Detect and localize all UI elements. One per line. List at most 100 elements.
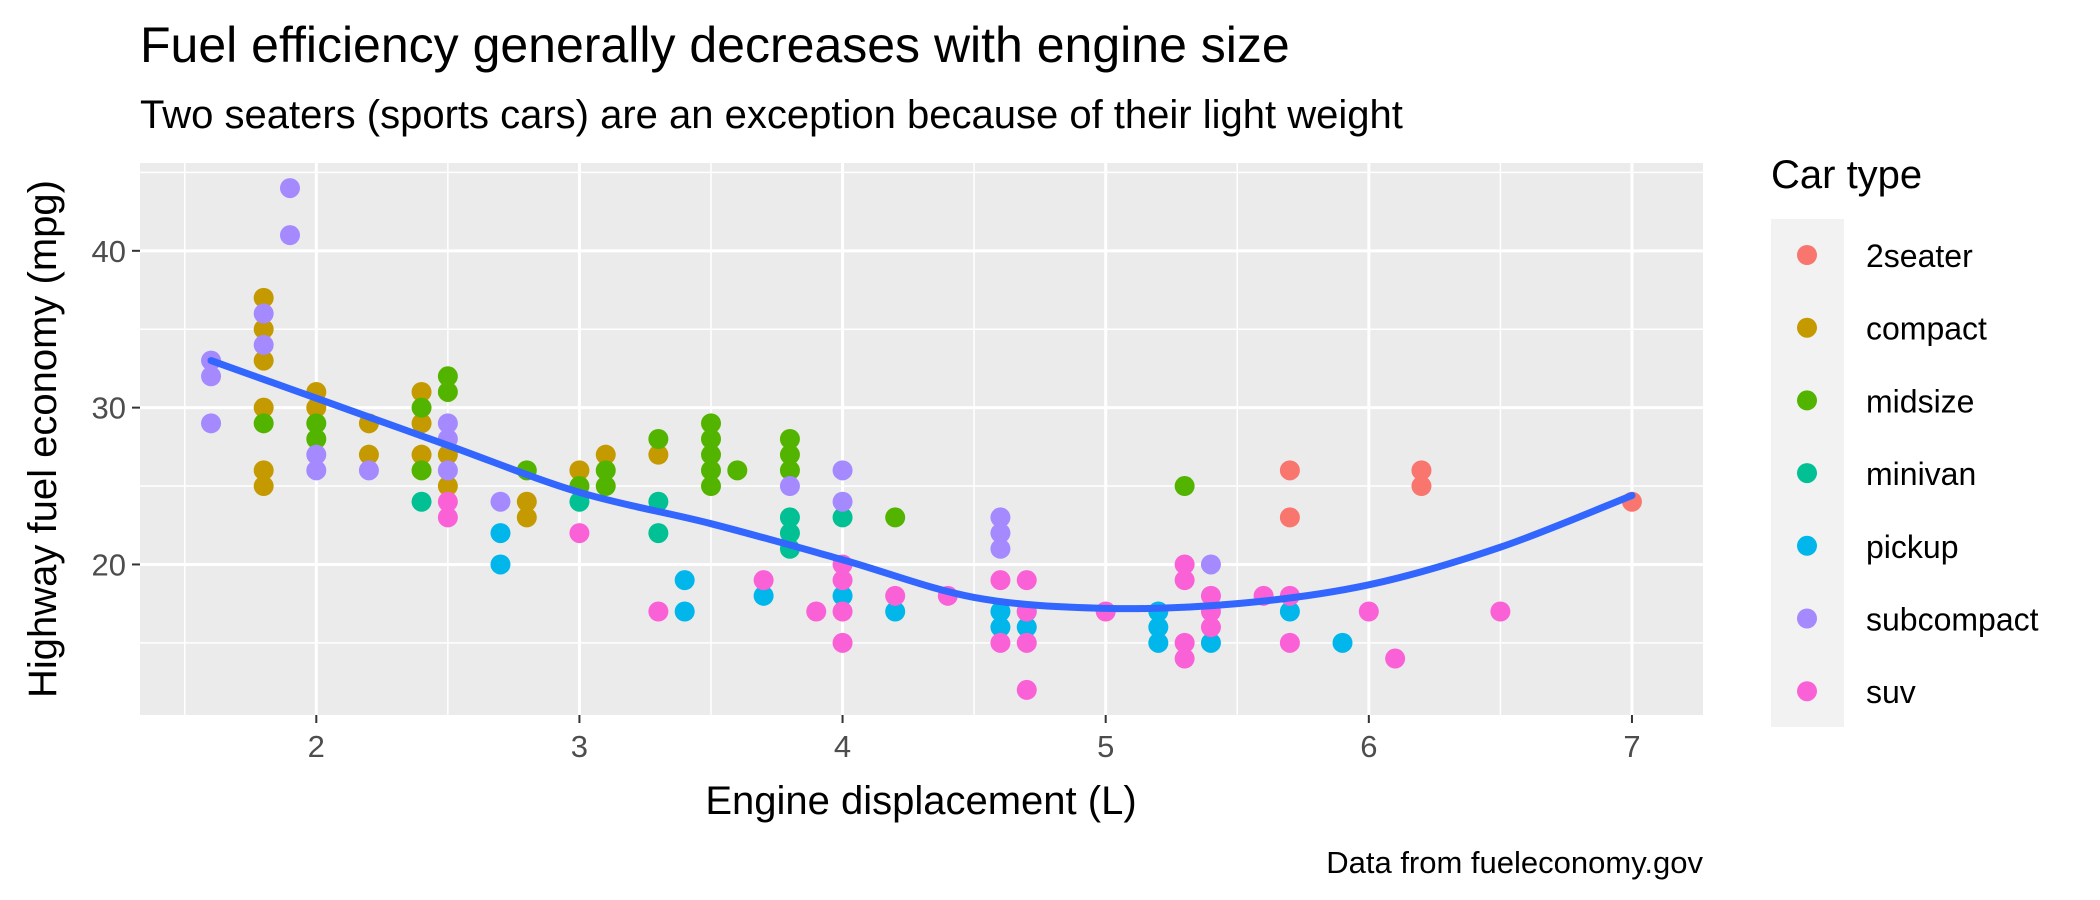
point-suv	[832, 632, 853, 653]
point-compact	[411, 444, 432, 465]
point-pickup	[1332, 632, 1353, 653]
point-suv	[1200, 585, 1221, 606]
point-pickup	[832, 585, 853, 606]
x-tick-label: 7	[1623, 729, 1640, 764]
point-subcompact	[253, 334, 274, 355]
point-suv	[1016, 632, 1037, 653]
point-subcompact	[358, 460, 379, 481]
point-subcompact	[990, 538, 1011, 559]
point-suv	[1358, 601, 1379, 622]
x-tick-label: 5	[1097, 729, 1114, 764]
point-subcompact	[490, 491, 511, 512]
point-midsize	[779, 444, 800, 465]
point-compact	[648, 444, 669, 465]
point-compact	[411, 381, 432, 402]
legend-label: suv	[1866, 674, 1916, 710]
point-suv	[832, 570, 853, 591]
point-pickup	[990, 617, 1011, 638]
point-suv	[753, 570, 774, 591]
point-subcompact	[201, 413, 222, 434]
point-suv	[1174, 648, 1195, 669]
point-compact	[253, 319, 274, 340]
point-pickup	[990, 601, 1011, 622]
legend-label: minivan	[1866, 456, 1976, 492]
y-axis-title: Highway fuel economy (mpg)	[21, 180, 65, 698]
point-midsize	[648, 429, 669, 449]
legend-title: Car type	[1771, 153, 1922, 197]
point-suv	[990, 632, 1011, 653]
gridlines	[140, 163, 1703, 715]
point-pickup	[674, 570, 695, 591]
chart-title: Fuel efficiency generally decreases with…	[140, 17, 1290, 73]
chart-subtitle: Two seaters (sports cars) are an excepti…	[140, 93, 1403, 137]
point-compact	[516, 507, 537, 528]
point-pickup	[1148, 632, 1169, 653]
point-midsize	[437, 366, 458, 387]
legend-key-subcompact	[1797, 608, 1817, 629]
point-2seater	[1279, 507, 1300, 528]
point-2seater	[1411, 476, 1432, 497]
point-minivan	[648, 523, 669, 544]
point-pickup	[490, 554, 511, 575]
point-subcompact	[437, 413, 458, 434]
point-suv	[1174, 554, 1195, 575]
point-midsize	[885, 507, 906, 528]
point-suv	[990, 570, 1011, 591]
point-compact	[253, 287, 274, 308]
point-suv	[1016, 570, 1037, 591]
point-minivan	[411, 491, 432, 512]
legend-key-compact	[1797, 317, 1817, 338]
point-subcompact	[990, 523, 1011, 544]
point-suv	[1174, 632, 1195, 653]
point-suv	[806, 601, 827, 622]
point-compact	[516, 491, 537, 512]
point-minivan	[832, 507, 853, 528]
point-subcompact	[279, 225, 300, 246]
point-subcompact	[990, 507, 1011, 528]
point-midsize	[779, 429, 800, 449]
point-suv	[885, 585, 906, 606]
point-pickup	[674, 601, 695, 622]
chart-caption: Data from fueleconomy.gov	[1326, 845, 1703, 880]
point-midsize	[1174, 476, 1195, 497]
point-subcompact	[306, 460, 327, 481]
y-tick-label: 40	[92, 234, 126, 269]
point-pickup	[753, 585, 774, 606]
point-subcompact	[306, 444, 327, 465]
point-compact	[437, 476, 458, 497]
point-compact	[358, 444, 379, 465]
point-suv	[437, 507, 458, 528]
x-tick-label: 6	[1360, 729, 1377, 764]
point-midsize	[700, 460, 721, 481]
point-midsize	[253, 413, 274, 434]
point-pickup	[1016, 617, 1037, 638]
legend-key-pickup	[1797, 535, 1817, 556]
point-minivan	[779, 507, 800, 528]
point-pickup	[885, 601, 906, 622]
point-suv	[1490, 601, 1511, 622]
legend: 2seater compact midsize minivan pickup subcom…	[1797, 238, 2039, 710]
legend-label: midsize	[1866, 383, 1974, 419]
point-pickup	[1279, 601, 1300, 622]
point-subcompact	[832, 460, 853, 481]
legend-label: subcompact	[1866, 602, 2039, 638]
point-suv	[832, 601, 853, 622]
point-suv	[1385, 648, 1406, 669]
point-midsize	[306, 413, 327, 434]
legend-key-minivan	[1797, 463, 1817, 484]
point-midsize	[700, 413, 721, 434]
legend-label: 2seater	[1866, 238, 1973, 274]
point-minivan	[648, 491, 669, 512]
legend-key-suv	[1797, 681, 1817, 702]
point-suv	[1200, 617, 1221, 638]
point-compact	[253, 350, 274, 371]
point-suv	[569, 523, 590, 544]
y-tick-label: 20	[92, 547, 126, 582]
point-suv	[648, 601, 669, 622]
point-midsize	[700, 476, 721, 497]
point-compact	[253, 476, 274, 497]
point-compact	[595, 444, 616, 465]
point-suv	[1279, 632, 1300, 653]
point-midsize	[700, 429, 721, 449]
